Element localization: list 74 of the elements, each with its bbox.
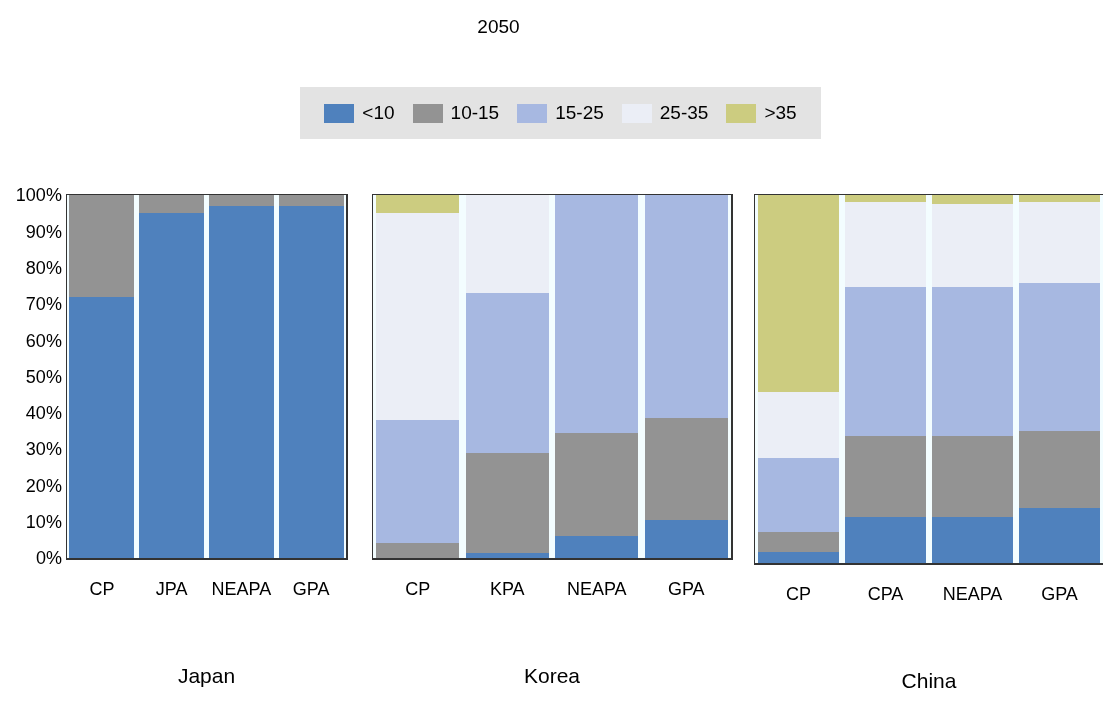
y-tick-label: 70% xyxy=(25,294,62,315)
x-tick-label: CPA xyxy=(867,584,904,605)
x-tick-label: GPA xyxy=(292,579,330,600)
x-tick-label: KPA xyxy=(489,579,525,600)
bar xyxy=(376,195,460,214)
x-tick-label: NEAPA xyxy=(211,579,272,600)
y-tick-label: 0% xyxy=(35,548,62,569)
x-tick-label: CP xyxy=(89,579,115,600)
bar xyxy=(1019,195,1100,203)
x-axis-title: Japan xyxy=(177,664,236,688)
bar xyxy=(555,432,639,537)
y-tick-label: 60% xyxy=(25,330,62,351)
x-tick-label: NEAPA xyxy=(566,579,627,600)
bar xyxy=(932,195,1013,205)
bar xyxy=(1019,430,1100,508)
y-tick-label: 50% xyxy=(25,366,62,387)
bar xyxy=(376,213,460,421)
legend-label: 10-15 xyxy=(450,102,500,124)
y-tick-label: 80% xyxy=(25,257,62,278)
bar xyxy=(845,517,926,563)
bar xyxy=(465,452,549,553)
legend-label: 15-25 xyxy=(555,102,604,124)
bar xyxy=(208,205,274,558)
x-tick-label: GPA xyxy=(667,579,705,600)
bar xyxy=(555,536,639,558)
y-tick-label: 20% xyxy=(25,475,62,496)
bar xyxy=(1019,202,1100,284)
bar xyxy=(465,293,549,453)
bar xyxy=(758,195,839,392)
bar xyxy=(1019,283,1100,431)
x-axis-title: Korea xyxy=(523,664,581,688)
x-tick-label: GPA xyxy=(1041,584,1078,605)
x-tick-label: NEAPA xyxy=(942,584,1003,605)
legend-label: <10 xyxy=(362,102,395,124)
bar xyxy=(208,195,274,206)
bar xyxy=(465,552,549,558)
bar xyxy=(376,543,460,558)
x-axis-title: China xyxy=(901,669,957,693)
bar xyxy=(69,296,135,558)
bar xyxy=(932,204,1013,287)
bar xyxy=(278,205,344,558)
legend-label: 25-35 xyxy=(659,102,709,124)
chart-title: 2050 xyxy=(476,16,521,38)
y-tick-label: 10% xyxy=(25,512,62,532)
y-tick-label: 40% xyxy=(25,403,62,424)
x-tick-label: CP xyxy=(405,579,431,600)
bar xyxy=(845,287,926,437)
bar xyxy=(932,436,1013,517)
bar xyxy=(845,202,926,287)
legend-label: >35 xyxy=(764,102,797,124)
y-tick-label: 30% xyxy=(25,439,62,460)
bar xyxy=(644,195,728,419)
bar xyxy=(644,418,728,520)
bar xyxy=(139,195,205,214)
y-tick-label: 90% xyxy=(25,221,62,242)
x-tick-label: CP xyxy=(785,584,812,605)
y-tick-label: 100% xyxy=(15,185,62,206)
bar xyxy=(1019,507,1100,563)
bar xyxy=(376,420,460,544)
bar xyxy=(845,195,926,203)
bar xyxy=(758,391,839,459)
bar xyxy=(69,195,135,297)
bar xyxy=(644,519,728,558)
bar xyxy=(932,517,1013,563)
bar xyxy=(845,436,926,517)
bar xyxy=(465,195,549,294)
bar xyxy=(758,458,839,532)
bar xyxy=(278,195,344,206)
bar xyxy=(932,287,1013,437)
bar xyxy=(758,551,839,563)
x-tick-label: JPA xyxy=(155,579,188,600)
bar xyxy=(758,531,839,552)
bar xyxy=(139,213,205,558)
bar xyxy=(555,195,639,433)
